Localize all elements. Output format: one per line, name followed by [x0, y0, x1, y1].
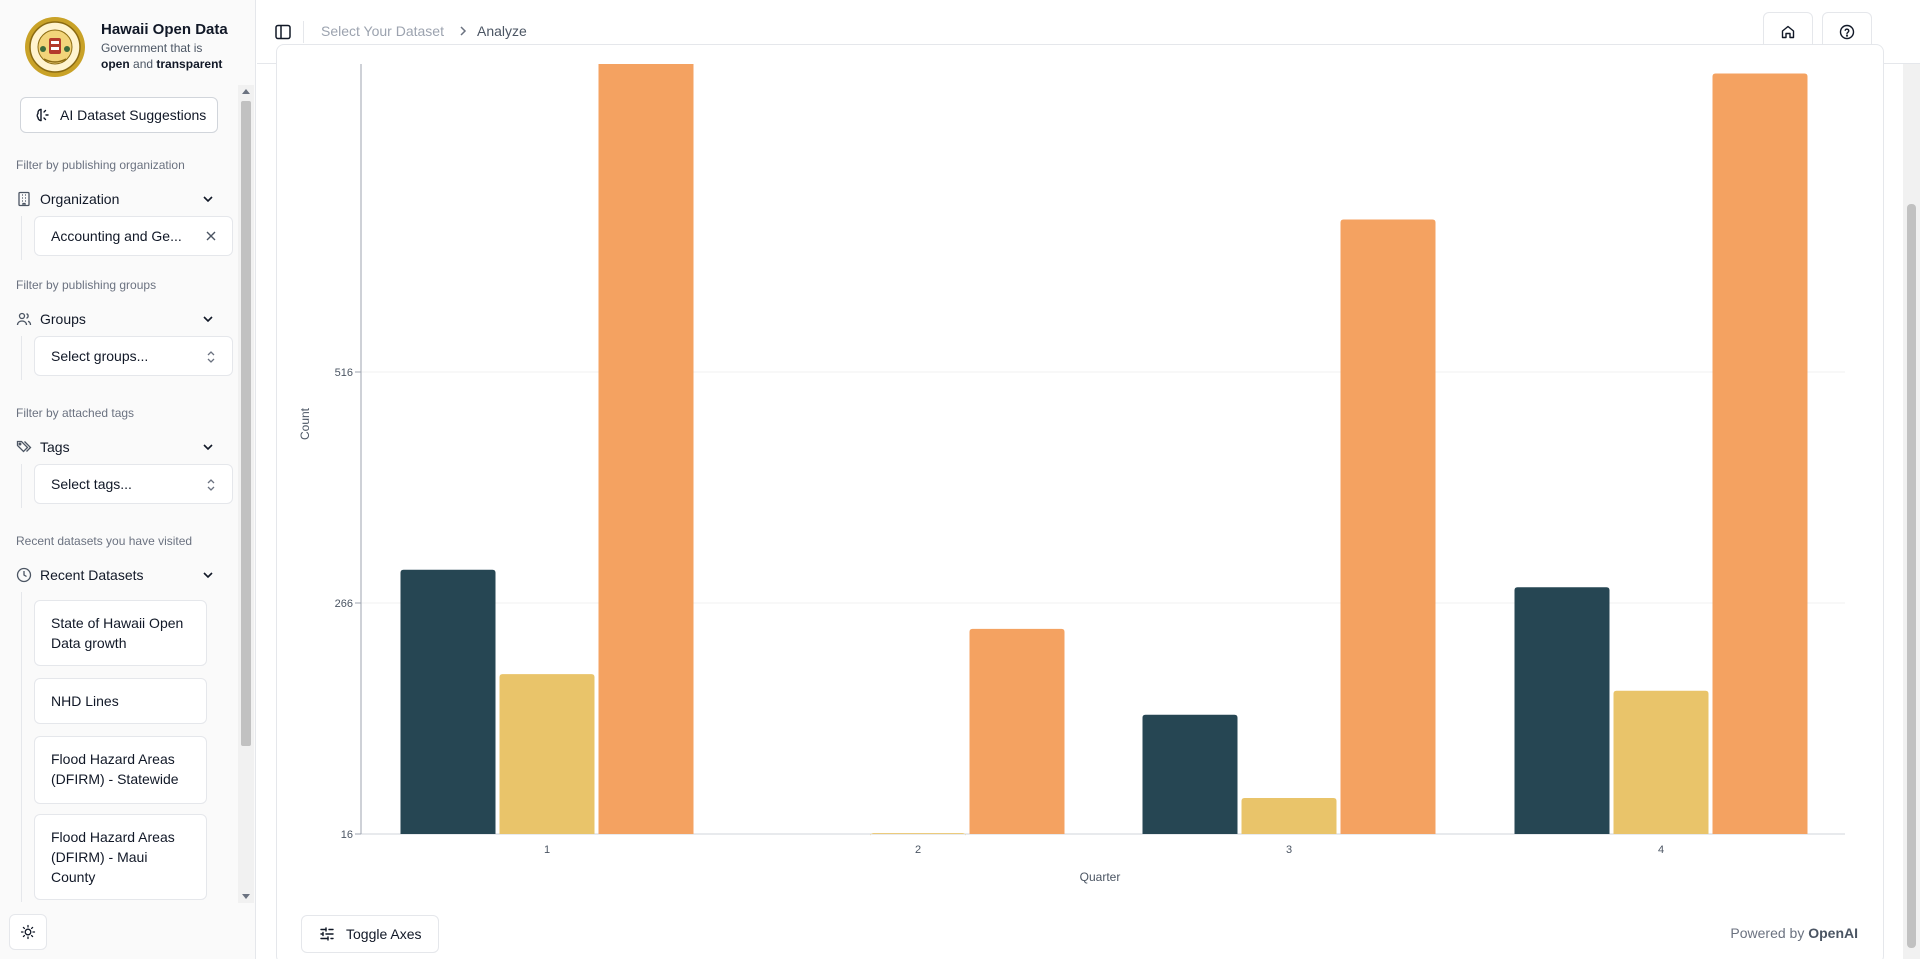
x-tick-label: 2 — [915, 844, 921, 856]
groups-placeholder: Select groups... — [51, 348, 149, 364]
organization-caption: Filter by publishing organization — [16, 158, 185, 172]
bar — [1514, 587, 1610, 834]
chevron-down-icon — [203, 572, 213, 579]
groups-label: Groups — [40, 311, 86, 327]
tagline-open: open — [101, 57, 130, 71]
groups-divider — [21, 336, 22, 380]
bar — [1340, 219, 1436, 835]
brand-title: Hawaii Open Data — [101, 21, 228, 38]
groups-caption: Filter by publishing groups — [16, 278, 157, 292]
x-tick-label: 4 — [1658, 844, 1664, 856]
organization-divider — [21, 216, 22, 260]
tags-placeholder: Select tags... — [51, 476, 132, 492]
bar — [1613, 690, 1709, 834]
bar — [1241, 797, 1337, 834]
organization-section-toggle[interactable]: Organization — [16, 188, 216, 210]
recent-label: Recent Datasets — [40, 567, 144, 583]
breadcrumb-analyze: Analyze — [477, 23, 527, 39]
sliders-horizontal-icon — [320, 927, 334, 941]
y-tick-label: 16 — [341, 829, 353, 841]
bar — [870, 833, 966, 837]
organization-label: Organization — [40, 191, 120, 207]
clear-x-icon[interactable] — [204, 229, 218, 243]
sidebar-scrollbar-thumb[interactable] — [241, 101, 251, 746]
scroll-down-arrow-icon[interactable] — [242, 894, 250, 899]
brand-tagline: Government that is open and transparent — [101, 40, 241, 72]
tagline-transparent: transparent — [156, 57, 223, 71]
bar — [400, 569, 496, 834]
powered-by: Powered by OpenAI — [1730, 925, 1858, 941]
main-scrollbar-thumb[interactable] — [1907, 204, 1916, 948]
tags-label: Tags — [40, 439, 70, 455]
bar — [1142, 714, 1238, 834]
chevron-down-icon — [203, 316, 213, 323]
bar — [499, 674, 595, 834]
clock-icon — [16, 567, 32, 583]
main-scrollbar[interactable] — [1903, 64, 1920, 959]
powered-by-brand: OpenAI — [1808, 925, 1858, 941]
chevrons-up-down-icon — [207, 479, 215, 491]
sidebar: Hawaii Open Data Government that is open… — [0, 0, 256, 959]
x-tick-label: 1 — [544, 844, 550, 856]
building-icon — [18, 191, 30, 207]
brand: Hawaii Open Data Government that is open… — [0, 0, 256, 90]
users-icon — [16, 312, 32, 326]
powered-by-prefix: Powered by — [1730, 925, 1805, 941]
organization-selected-chip[interactable]: Accounting and Ge... — [34, 216, 233, 256]
recent-caption: Recent datasets you have visited — [16, 534, 193, 548]
ai-button-label: AI Dataset Suggestions — [60, 107, 207, 123]
home-icon — [1781, 25, 1795, 39]
toggle-axes-button[interactable]: Toggle Axes — [301, 915, 439, 953]
tags-caption: Filter by attached tags — [16, 406, 135, 420]
state-seal-logo — [25, 17, 85, 77]
x-tick-label: 3 — [1286, 844, 1292, 856]
scroll-up-arrow-icon[interactable] — [242, 89, 250, 94]
tags-select[interactable]: Select tags... — [34, 464, 233, 504]
recent-divider — [21, 592, 22, 902]
tags-icon — [16, 440, 32, 453]
recent-section-toggle[interactable]: Recent Datasets — [16, 564, 216, 586]
sun-icon — [20, 924, 36, 940]
sidebar-scroll-area: AI Dataset Suggestions Filter by publish… — [0, 90, 236, 902]
groups-section-toggle[interactable]: Groups — [16, 308, 216, 330]
x-axis-title: Quarter — [1080, 870, 1121, 884]
chevron-down-icon — [203, 444, 213, 451]
ai-dataset-suggestions-button[interactable]: AI Dataset Suggestions — [20, 97, 218, 133]
recent-dataset-item[interactable]: State of Hawaii Open Data growth — [34, 600, 207, 666]
tags-section-toggle[interactable]: Tags — [16, 436, 216, 458]
chevron-down-icon — [203, 196, 213, 203]
theme-toggle-button[interactable] — [9, 914, 47, 950]
recent-dataset-item[interactable]: Flood Hazard Areas (DFIRM) - Maui County — [34, 814, 207, 900]
sidebar-toggle-icon[interactable] — [273, 22, 293, 42]
bar — [1712, 73, 1808, 835]
chevrons-up-down-icon — [207, 351, 215, 363]
topbar-divider — [303, 21, 304, 43]
y-tick-label: 516 — [335, 367, 353, 379]
y-tick-label: 266 — [335, 598, 353, 610]
tags-divider — [21, 464, 22, 508]
groups-select[interactable]: Select groups... — [34, 336, 233, 376]
tagline-prefix: Government that is — [101, 41, 203, 55]
bar-chart: 16 266 516 1 2 3 4 Quarter Count — [298, 64, 1845, 884]
y-axis-title: Count — [298, 407, 312, 440]
tagline-and: and — [133, 57, 154, 71]
recent-dataset-item[interactable]: NHD Lines — [34, 678, 207, 724]
sidebar-scrollbar[interactable] — [238, 85, 254, 903]
breadcrumb-select-dataset[interactable]: Select Your Dataset — [321, 23, 444, 39]
chevron-right-icon — [460, 26, 467, 36]
recent-dataset-item[interactable]: Flood Hazard Areas (DFIRM) - Statewide — [34, 736, 207, 804]
bar — [969, 628, 1065, 834]
sparkle-brain-icon — [36, 108, 49, 122]
help-circle-icon — [1839, 24, 1855, 40]
toggle-axes-label: Toggle Axes — [346, 926, 422, 942]
bar — [598, 64, 694, 834]
organization-selected-value: Accounting and Ge... — [51, 228, 182, 244]
